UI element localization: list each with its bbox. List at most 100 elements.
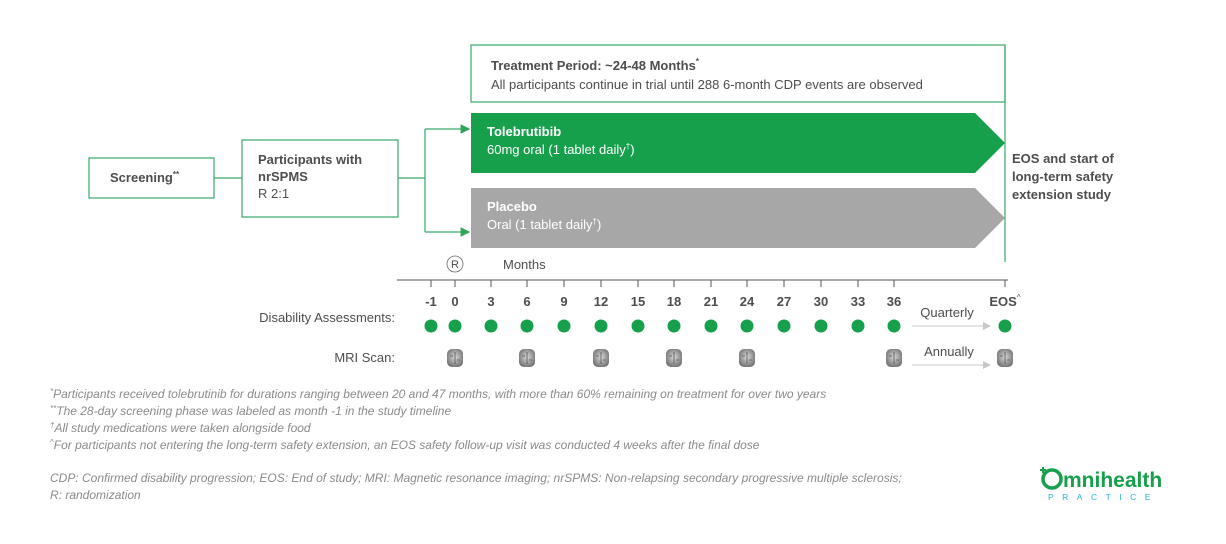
logo-plus — [1040, 467, 1046, 473]
timeline-tick-label: 3 — [487, 294, 494, 309]
abbreviations: CDP: Confirmed disability progression; E… — [50, 471, 902, 485]
assessment-dot — [448, 319, 462, 333]
mri-icon — [593, 349, 609, 367]
screening-text: Screening — [110, 170, 173, 185]
eos-text: extension study — [1012, 187, 1112, 202]
timeline-tick-label: 21 — [704, 294, 718, 309]
footnote-mark: ^ — [50, 438, 54, 447]
treatment-title-mark: * — [696, 57, 700, 66]
randomization-circle — [446, 255, 464, 273]
participants-title: nrSPMS — [258, 169, 308, 184]
connector — [398, 129, 426, 232]
arm-dose-mark: † — [593, 217, 597, 226]
footnote: †All study medications were taken alongs… — [50, 421, 311, 435]
timeline-tick-label: 0 — [451, 294, 458, 309]
assessment-dot — [851, 319, 865, 333]
abbreviations: R: randomization — [50, 488, 141, 502]
arm-arrow — [471, 188, 1005, 248]
footnote: ^For participants not entering the long-… — [50, 438, 760, 452]
assessment-dot — [998, 319, 1012, 333]
arm-name: Tolebrutibib — [487, 124, 561, 139]
randomization-label: R — [451, 259, 459, 271]
assessment-dot — [631, 319, 645, 333]
treatment-title: Treatment Period: ~24-48 Months* — [491, 57, 700, 73]
mri-icon — [519, 349, 535, 367]
arm-dose-text: Oral (1 tablet daily — [487, 217, 593, 232]
end-tick-text: EOS — [989, 294, 1017, 309]
assessment-dot — [704, 319, 718, 333]
footnotes: *Participants received tolebrutinib for … — [50, 387, 826, 452]
assessment-dot — [557, 319, 571, 333]
schedule-frequency: Annually — [924, 344, 974, 359]
assessment-dot — [777, 319, 791, 333]
eos-text: EOS and start of — [1012, 151, 1115, 166]
screening-label: Screening** — [110, 170, 180, 185]
schedule-label: MRI Scan: — [334, 350, 395, 365]
timeline-tick-label: 27 — [777, 294, 791, 309]
assessment-dot — [484, 319, 498, 333]
participants-ratio: R 2:1 — [258, 186, 289, 201]
timeline-tick-label: EOS^ — [989, 293, 1020, 309]
schedule-frequency: Quarterly — [920, 305, 974, 320]
assessment-dot — [814, 319, 828, 333]
treatment-box — [470, 44, 1006, 103]
footnote-mark: * — [50, 387, 54, 396]
participants-title: Participants with — [258, 152, 362, 167]
end-tick-mark: ^ — [1017, 293, 1021, 302]
logo: mnihealth PRACTICE — [1040, 467, 1162, 502]
eos-text: long-term safety — [1012, 169, 1114, 184]
timeline-tick-label: 6 — [523, 294, 530, 309]
timeline-tick-label: -1 — [425, 294, 437, 309]
assessment-dot — [424, 319, 438, 333]
mri-icon — [447, 349, 463, 367]
mri-icon-detail — [596, 352, 606, 364]
timeline-tick-label: 9 — [560, 294, 567, 309]
timeline-tick-label: 12 — [594, 294, 608, 309]
assessment-dot — [594, 319, 608, 333]
timeline-tick-label: 30 — [814, 294, 828, 309]
logo-icon — [1041, 468, 1063, 490]
footnote: *Participants received tolebrutinib for … — [50, 387, 826, 401]
footnote-text: Participants received tolebrutinib for d… — [53, 387, 826, 401]
timeline-tick-label: 33 — [851, 294, 865, 309]
assessment-dot — [667, 319, 681, 333]
mri-icon-detail — [742, 352, 752, 364]
assessment-dot — [887, 319, 901, 333]
arm-dose-text: 60mg oral (1 tablet daily — [487, 142, 626, 157]
arm-dose: Oral (1 tablet daily†) — [487, 217, 601, 232]
arm-dose-end: ) — [597, 217, 601, 232]
screening-box — [88, 157, 215, 199]
treatment-title-text: Treatment Period: ~24-48 Months — [491, 58, 696, 73]
mri-icon — [997, 349, 1013, 367]
arm-dose-end: ) — [630, 142, 634, 157]
schedule-label: Disability Assessments: — [259, 310, 395, 325]
timeline-tick-label: 36 — [887, 294, 901, 309]
footnote-text: All study medications were taken alongsi… — [53, 421, 310, 435]
arm-arrow — [471, 113, 1005, 173]
footnote-text: The 28-day screening phase was labeled a… — [56, 404, 451, 418]
arm-dose-mark: † — [626, 142, 630, 151]
mri-icon-detail — [450, 352, 460, 364]
timeline-tick-label: 24 — [740, 294, 755, 309]
mri-icon-detail — [522, 352, 532, 364]
footnote-mark: ** — [50, 404, 57, 413]
mri-icon-detail — [1000, 352, 1010, 364]
mri-icon — [886, 349, 902, 367]
screening-mark: ** — [173, 170, 180, 179]
assessment-dot — [740, 319, 754, 333]
logo-tagline: PRACTICE — [1048, 492, 1159, 502]
mri-icon-detail — [669, 352, 679, 364]
treatment-description: All participants continue in trial until… — [491, 77, 923, 92]
mri-icon — [666, 349, 682, 367]
timeline-tick-label: 15 — [631, 294, 645, 309]
mri-icon — [739, 349, 755, 367]
footnote: **The 28-day screening phase was labeled… — [50, 404, 451, 418]
assessment-dot — [520, 319, 534, 333]
arm-dose: 60mg oral (1 tablet daily†) — [487, 142, 635, 157]
footnote-text: For participants not entering the long-t… — [54, 438, 760, 452]
mri-icon-detail — [889, 352, 899, 364]
timeline-tick-label: 18 — [667, 294, 681, 309]
timeline-unit: Months — [503, 257, 546, 272]
participants-box — [241, 139, 399, 218]
